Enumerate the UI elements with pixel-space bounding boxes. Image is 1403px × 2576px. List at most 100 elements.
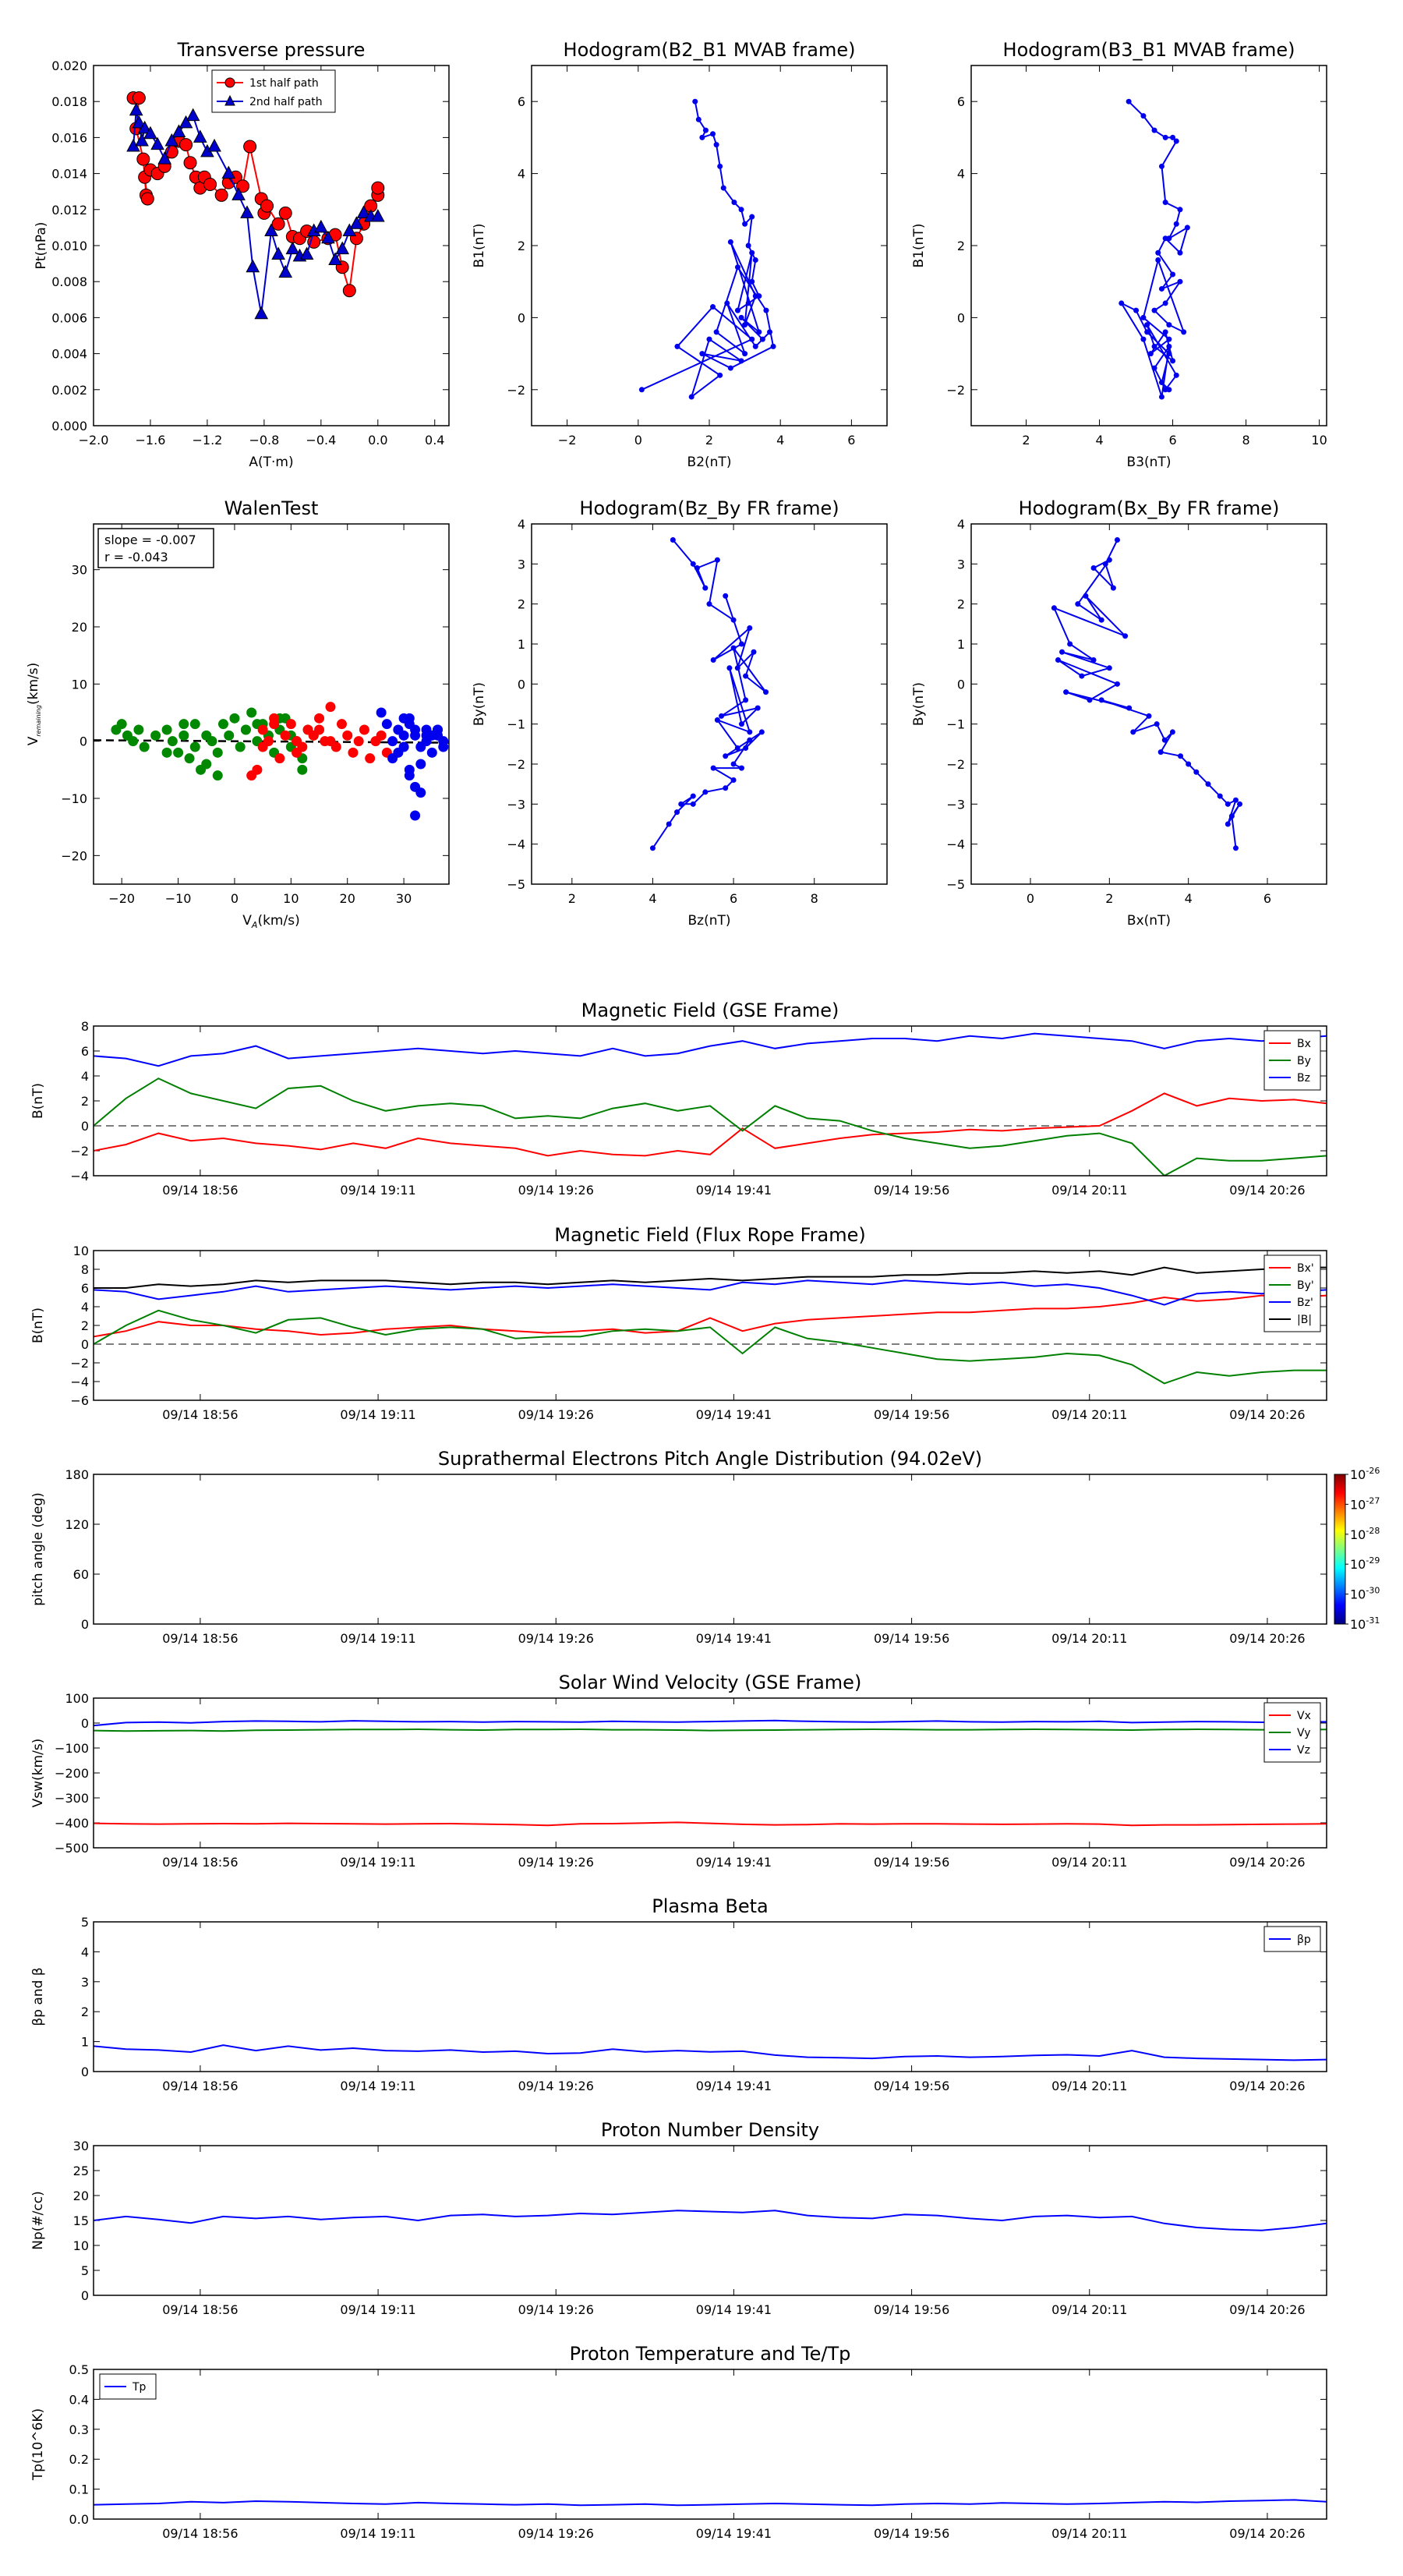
data-point — [178, 719, 189, 730]
x-tick-label: 2 — [1105, 891, 1113, 906]
data-point — [1162, 134, 1168, 140]
time-tick-label: 09/14 19:41 — [696, 1631, 772, 1646]
y-tick-label: 0 — [81, 1716, 89, 1731]
y-axis-label-unit: (km/s) — [26, 663, 41, 705]
x-tick-label: −1.6 — [136, 433, 166, 448]
data-point — [767, 329, 773, 335]
data-point — [1122, 633, 1129, 639]
colorbar-base: 10 — [1350, 1587, 1366, 1602]
data-point — [203, 177, 217, 191]
data-point — [184, 753, 195, 764]
data-point — [1162, 300, 1168, 306]
data-point — [236, 179, 250, 193]
x-axis-label: Bx(nT) — [1127, 913, 1171, 929]
data-point — [752, 293, 758, 299]
data-point — [710, 765, 716, 771]
data-point — [702, 127, 709, 133]
x-tick-label: 2 — [1022, 433, 1030, 448]
data-point — [749, 249, 755, 256]
data-point — [1177, 278, 1183, 285]
data-point — [410, 810, 421, 821]
series-line-Np — [94, 2210, 1327, 2231]
panel-title: Suprathermal Electrons Pitch Angle Distr… — [438, 1448, 982, 1470]
data-point — [370, 208, 385, 222]
data-point — [186, 108, 200, 122]
time-tick-label: 09/14 20:11 — [1051, 2302, 1127, 2317]
data-point — [246, 707, 257, 718]
data-point — [674, 343, 680, 349]
series-line-βp — [94, 2044, 1327, 2061]
x-tick-label: 6 — [1263, 891, 1271, 906]
colorbar-base: 10 — [1350, 1557, 1366, 1572]
data-point — [1098, 697, 1104, 703]
data-point — [1130, 729, 1136, 735]
data-point — [207, 138, 221, 152]
plot-title: Hodogram(Bz_By FR frame) — [579, 497, 839, 519]
colorbar-exponent: -29 — [1366, 1555, 1380, 1566]
data-point — [1162, 200, 1168, 206]
data-point — [1193, 769, 1200, 775]
time-tick-label: 09/14 19:56 — [874, 1183, 949, 1198]
series-line — [1052, 540, 1241, 848]
time-tick-label: 09/14 20:26 — [1229, 1631, 1305, 1646]
data-point — [702, 585, 709, 591]
panel-frame — [93, 2145, 1327, 2296]
plot-area — [1051, 537, 1243, 851]
data-point — [1170, 358, 1176, 364]
data-point — [1083, 593, 1089, 599]
x-tick-label: 30 — [396, 891, 412, 906]
time-tick-label: 09/14 19:26 — [518, 2526, 594, 2541]
data-point — [710, 304, 716, 310]
data-point — [193, 129, 207, 143]
legend-label: Vx — [1297, 1710, 1311, 1722]
y-axis-label: B1(nT) — [472, 224, 487, 268]
data-point — [1225, 821, 1231, 827]
panel-title: Proton Temperature and Te/Tp — [570, 2343, 851, 2365]
y-tick-label: 0.5 — [69, 2362, 89, 2377]
data-point — [161, 724, 172, 735]
y-tick-label: −2 — [507, 757, 525, 772]
data-point — [751, 649, 757, 655]
data-point — [1126, 705, 1133, 711]
data-point — [271, 217, 285, 231]
data-point — [207, 736, 217, 747]
time-tick-label: 09/14 20:11 — [1051, 1407, 1127, 1422]
data-point — [426, 747, 437, 758]
y-tick-label: −5 — [507, 877, 525, 892]
data-point — [1161, 737, 1168, 743]
data-point — [137, 120, 152, 134]
x-tick-label: −2 — [558, 433, 577, 448]
data-point — [1232, 797, 1239, 803]
plot-area — [638, 98, 776, 400]
data-point — [221, 165, 236, 179]
data-point — [1106, 665, 1112, 671]
y-tick-label: 2 — [518, 597, 525, 612]
data-point — [336, 719, 347, 730]
data-point — [349, 216, 364, 229]
plot-title: Transverse pressure — [177, 39, 366, 61]
time-tick-label: 09/14 20:26 — [1229, 2526, 1305, 2541]
data-point — [1144, 322, 1150, 328]
data-point — [670, 537, 676, 543]
y-tick-label: 5 — [81, 2263, 89, 2278]
time-tick-label: 09/14 19:41 — [696, 2526, 772, 2541]
data-point — [755, 705, 761, 711]
data-point — [1166, 343, 1172, 349]
y-tick-label: 0.020 — [51, 58, 87, 73]
data-point — [254, 306, 269, 320]
data-point — [179, 138, 193, 152]
series-line-|B| — [94, 1266, 1327, 1289]
x-tick-label: 6 — [847, 433, 855, 448]
time-tick-label: 09/14 18:56 — [162, 2526, 238, 2541]
data-point — [178, 730, 189, 741]
data-point — [727, 365, 733, 371]
y-axis-label: B(nT) — [30, 1307, 46, 1343]
data-point — [438, 741, 449, 752]
y-tick-label: −2 — [946, 757, 965, 772]
panel-pad: Suprathermal Electrons Pitch Angle Distr… — [30, 1448, 1380, 1646]
data-point — [224, 730, 235, 741]
data-point — [717, 163, 723, 169]
y-axis-label: pitch angle (deg) — [30, 1492, 46, 1606]
plot-h4: Hodogram(Bx_By FR frame) 0 2 4 6 −5 −4 −3 −2 −1 0 1… — [911, 497, 1327, 929]
legend-label: Bz — [1297, 1072, 1310, 1085]
